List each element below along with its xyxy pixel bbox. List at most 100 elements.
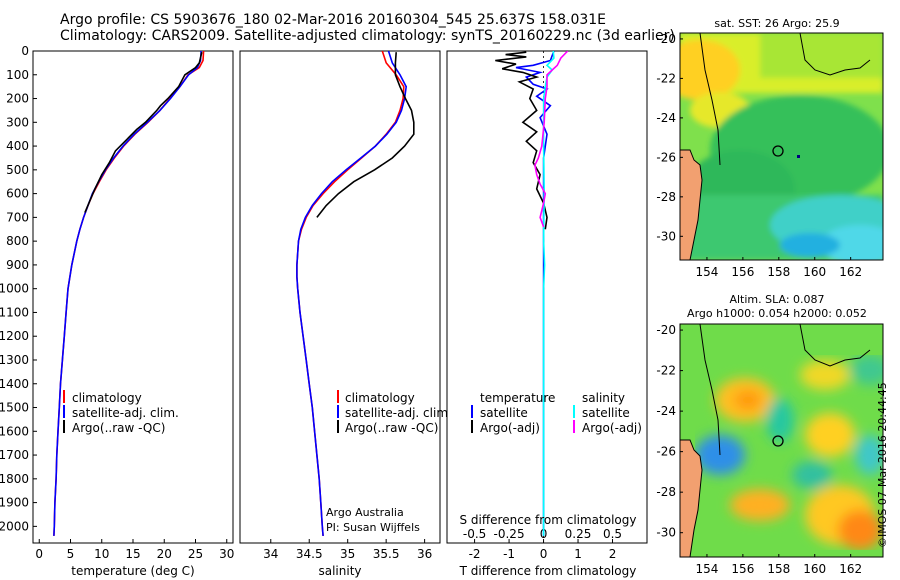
map-lon-label: 156 — [731, 265, 754, 279]
sla-float-marker — [772, 435, 784, 447]
map-lon-label: 162 — [839, 562, 862, 576]
x-tick-label: 2 — [609, 547, 617, 561]
top-x-tick-label: -0.25 — [494, 527, 525, 541]
y-tick-label: 1000 — [0, 282, 29, 296]
y-tick-label: 2000 — [0, 519, 29, 533]
sst-reef-outline — [799, 33, 871, 76]
sla-reef-outline — [799, 324, 871, 367]
x-tick-label: 5 — [67, 547, 75, 561]
top-x-tick-label: 0.25 — [565, 527, 592, 541]
s-difference-label: S difference from climatology — [460, 513, 637, 527]
depth-axis: 0 100 200 300 400 500 600 700 800 900 1000 1100 1200… — [0, 44, 37, 533]
sst-float-marker — [772, 145, 784, 157]
sla-map-title-line1: Altim. SLA: 0.087 — [729, 293, 824, 306]
legend-temperature-heading: temperature — [480, 391, 555, 405]
temperature-legend: climatology satellite-adj. clim. Argo(..… — [63, 390, 179, 435]
map-lon-label: 158 — [767, 265, 790, 279]
x-tick-label: -2 — [469, 547, 481, 561]
map-lon-label: 154 — [695, 562, 718, 576]
legend-t-argo-label: Argo(-adj) — [480, 421, 540, 435]
map-lat-label: -24 — [656, 111, 676, 125]
map-lat-label: -30 — [656, 229, 676, 243]
t-difference-label: T difference from climatology — [459, 564, 637, 578]
salinity-x-axis: 34 34.5 35 35.5 36 — [263, 539, 432, 561]
series-argo-line — [84, 52, 203, 213]
difference-legend: temperature satellite Argo(-adj) salinit… — [471, 391, 642, 435]
legend-satellite-label: satellite-adj. clim. — [72, 406, 179, 420]
legend-climatology-label: climatology — [345, 391, 415, 405]
y-tick-label: 1600 — [0, 424, 29, 438]
y-tick-label: 500 — [6, 163, 29, 177]
map-lon-label: 156 — [731, 562, 754, 576]
x-tick-label: 0 — [540, 547, 548, 561]
x-tick-label: 25 — [188, 547, 203, 561]
map-lat-label: -30 — [656, 526, 676, 540]
pi-annotation: PI: Susan Wijffels — [326, 521, 420, 534]
map-lat-label: -28 — [656, 190, 676, 204]
legend-salinity-heading: salinity — [582, 391, 625, 405]
temperature-axes-frame — [32, 50, 234, 544]
x-tick-label: 15 — [125, 547, 140, 561]
difference-panel: -2 -1 0 1 2-0.5 -0.25 0 0.25 0.5 S difference fr… — [446, 50, 648, 578]
y-tick-label: 600 — [6, 187, 29, 201]
x-tick-label: 1 — [574, 547, 582, 561]
institution-annotation: Argo Australia — [326, 506, 404, 519]
y-tick-label: 400 — [6, 139, 29, 153]
sst-map-panel: sat. SST: 26 Argo: 25.9 154 156 158 16 — [656, 17, 884, 279]
series-temperature-argo-line — [495, 51, 548, 230]
series-salinity-argo-line — [534, 51, 569, 228]
y-tick-label: 1900 — [0, 496, 29, 510]
copyright-stamp: ©IMOS 07-Mar-2016 20:44:45 — [876, 382, 889, 548]
figure-title-line1: Argo profile: CS 5903676_180 02-Mar-2016… — [60, 12, 607, 28]
y-tick-label: 700 — [6, 210, 29, 224]
sst-coastline-land — [680, 149, 703, 260]
map-lat-label: -28 — [656, 485, 676, 499]
y-tick-label: 1100 — [0, 305, 29, 319]
x-tick-label: 35 — [340, 547, 355, 561]
map-lon-label: 160 — [803, 562, 826, 576]
salinity-legend: climatology satellite-adj. clim. Argo(..… — [337, 390, 452, 435]
series-satellite-line — [296, 51, 408, 536]
map-lat-label: -26 — [656, 150, 676, 164]
map-lon-label: 162 — [839, 265, 862, 279]
x-tick-label: 10 — [94, 547, 109, 561]
sst-field — [680, 33, 883, 260]
x-tick-label: 34 — [263, 547, 278, 561]
map-lat-label: -20 — [656, 32, 676, 46]
y-tick-label: 100 — [6, 68, 29, 82]
x-tick-label: 0 — [35, 547, 43, 561]
y-tick-label: 1300 — [0, 353, 29, 367]
sst-map-title: sat. SST: 26 Argo: 25.9 — [714, 17, 839, 30]
legend-argo-label: Argo(..raw -QC) — [345, 421, 438, 435]
x-tick-label: 30 — [219, 547, 234, 561]
map-lon-label: 154 — [695, 265, 718, 279]
legend-t-satellite-label: satellite — [480, 406, 528, 420]
map-lon-label: 160 — [803, 265, 826, 279]
temperature-x-axis: 0 5 10 15 20 25 30 — [35, 539, 234, 561]
x-tick-label: 20 — [157, 547, 172, 561]
x-tick-label: -1 — [503, 547, 515, 561]
sla-coastline-land — [680, 439, 703, 557]
map-lat-label: -22 — [656, 364, 676, 378]
salinity-panel: 34 34.5 35 35.5 36 salinity climatology sate… — [239, 50, 452, 578]
y-tick-label: 1400 — [0, 377, 29, 391]
y-tick-label: 300 — [6, 115, 29, 129]
figure-title-line2: Climatology: CARS2009. Satellite-adjuste… — [60, 28, 675, 44]
y-tick-label: 200 — [6, 92, 29, 106]
y-tick-label: 1500 — [0, 401, 29, 415]
sst-map-axes: 154 156 158 160 162 -20 -22 -24 -26 -28 -30 — [656, 32, 862, 279]
temperature-xlabel: temperature (deg C) — [71, 564, 194, 578]
series-satellite-line — [53, 51, 202, 536]
legend-s-argo-label: Argo(-adj) — [582, 421, 642, 435]
series-salinity-satellite-line — [542, 51, 555, 536]
sla-map-panel: Altim. SLA: 0.087 Argo h1000: 0.054 h200… — [656, 293, 884, 576]
salinity-xlabel: salinity — [318, 564, 361, 578]
legend-satellite-label: satellite-adj. clim. — [345, 406, 452, 420]
sla-map-frame — [679, 323, 884, 558]
y-tick-label: 900 — [6, 258, 29, 272]
sst-map-frame — [679, 32, 884, 261]
y-tick-label: 1800 — [0, 472, 29, 486]
legend-s-satellite-label: satellite — [582, 406, 630, 420]
salinity-axes-frame — [239, 50, 441, 544]
